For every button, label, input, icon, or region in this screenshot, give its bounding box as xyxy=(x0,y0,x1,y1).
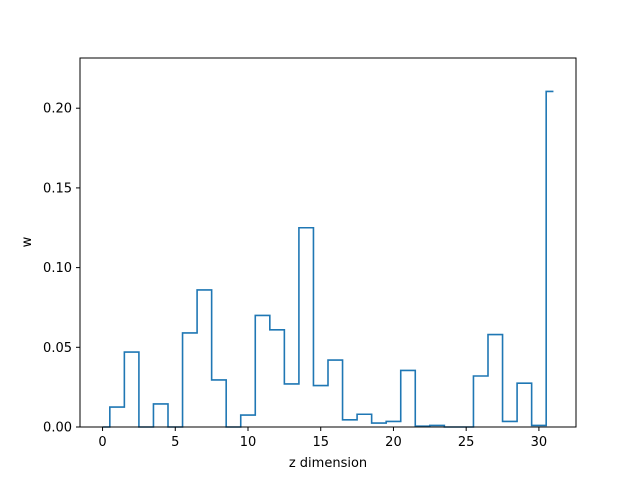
x-tick-label: 25 xyxy=(458,435,475,450)
x-tick-label: 15 xyxy=(312,435,329,450)
x-axis-ticks: 0 5 10 15 20 25 30 xyxy=(98,427,547,450)
x-tick-label: 10 xyxy=(240,435,257,450)
x-axis-label: z dimension xyxy=(289,456,367,471)
y-tick-label: 0.20 xyxy=(43,102,72,117)
y-tick-label: 0.15 xyxy=(43,181,72,196)
x-tick-label: 20 xyxy=(385,435,402,450)
y-axis-label: w xyxy=(20,236,35,247)
x-tick-label: 0 xyxy=(98,435,106,450)
y-axis-ticks: 0.00 0.05 0.10 0.15 0.20 xyxy=(43,102,80,436)
axes-frame xyxy=(79,57,577,428)
y-tick-label: 0.10 xyxy=(43,261,72,276)
y-tick-label: 0.00 xyxy=(43,421,72,436)
plot-area xyxy=(79,57,577,428)
y-tick-label: 0.05 xyxy=(43,341,72,356)
x-tick-label: 5 xyxy=(171,435,179,450)
x-tick-label: 30 xyxy=(531,435,548,450)
